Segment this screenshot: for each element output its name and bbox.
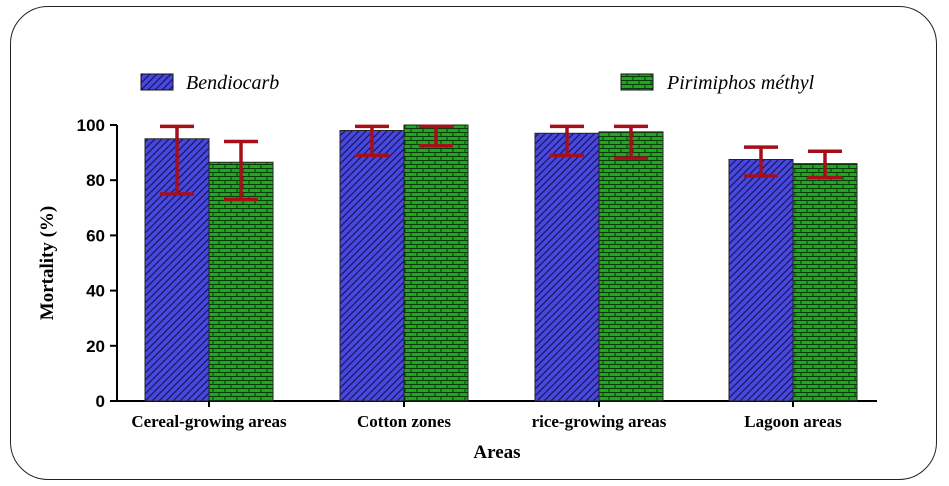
error-bar-pirimiphos-1 bbox=[419, 124, 453, 148]
legend: Bendiocarb Pirimiphos méthyl bbox=[140, 72, 815, 94]
bar-pirimiphos-1 bbox=[403, 124, 469, 402]
y-tick-label: 80 bbox=[86, 171, 105, 190]
y-axis-title: Mortality (%) bbox=[37, 206, 58, 320]
legend-swatch-pirimiphos bbox=[620, 73, 654, 91]
x-axis-title: Areas bbox=[473, 442, 520, 463]
bar-pirimiphos-0 bbox=[208, 161, 274, 402]
y-axis-ticks: 0 20 40 60 80 100 bbox=[77, 116, 117, 411]
legend-label-pirimiphos: Pirimiphos méthyl bbox=[666, 72, 815, 94]
y-tick-label: 0 bbox=[96, 392, 105, 411]
x-category-label: rice-growing areas bbox=[532, 412, 667, 431]
bar-bendiocarb-2 bbox=[534, 132, 600, 402]
error-bar-pirimiphos-0 bbox=[224, 139, 258, 202]
x-axis-category-labels: Cereal-growing areas Cotton zones rice-gro… bbox=[131, 401, 842, 431]
bars bbox=[144, 124, 858, 402]
error-bars bbox=[160, 124, 842, 202]
y-tick-label: 20 bbox=[86, 337, 105, 356]
legend-swatch-bendiocarb bbox=[140, 73, 174, 91]
y-tick-label: 40 bbox=[86, 282, 105, 301]
error-bar-pirimiphos-2 bbox=[614, 124, 648, 160]
x-category-label: Cereal-growing areas bbox=[131, 412, 287, 431]
y-tick-label: 60 bbox=[86, 226, 105, 245]
error-bar-bendiocarb-3 bbox=[744, 145, 778, 178]
x-category-label: Lagoon areas bbox=[744, 412, 842, 431]
error-bar-bendiocarb-0 bbox=[160, 124, 194, 196]
error-bar-bendiocarb-1 bbox=[355, 124, 389, 158]
error-bar-pirimiphos-3 bbox=[808, 149, 842, 180]
x-category-label: Cotton zones bbox=[357, 412, 451, 431]
error-bar-bendiocarb-2 bbox=[550, 124, 584, 158]
legend-label-bendiocarb: Bendiocarb bbox=[186, 72, 279, 94]
y-tick-label: 100 bbox=[77, 116, 105, 135]
bar-pirimiphos-2 bbox=[598, 131, 664, 402]
bar-bendiocarb-3 bbox=[728, 159, 794, 402]
bar-pirimiphos-3 bbox=[792, 163, 858, 402]
bar-bendiocarb-1 bbox=[339, 130, 405, 402]
